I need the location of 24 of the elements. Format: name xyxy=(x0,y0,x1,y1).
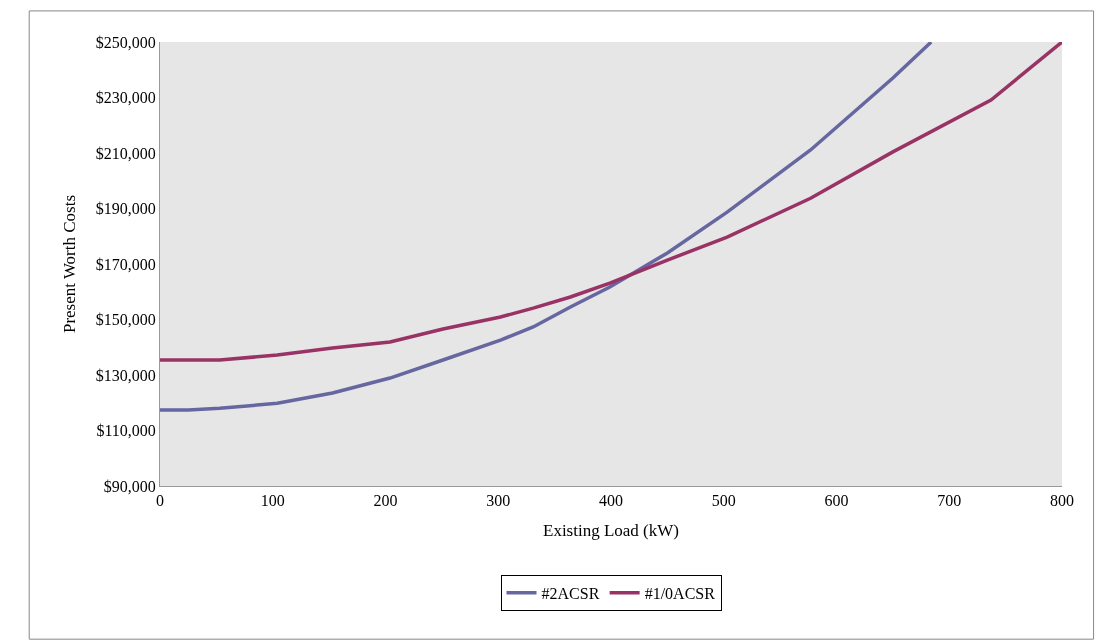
y-tick-label: $250,000 xyxy=(95,33,156,51)
x-tick-label: 100 xyxy=(260,492,285,510)
x-tick-label: 300 xyxy=(486,492,511,510)
y-axis-title: Present Worth Costs xyxy=(60,194,80,334)
x-tick-label: 500 xyxy=(711,492,736,510)
x-tick-label: 600 xyxy=(824,492,849,510)
line-series xyxy=(160,42,1062,362)
y-tick-label: $230,000 xyxy=(95,89,156,107)
legend-label: #2ACSR xyxy=(541,584,600,602)
y-tick-label: $130,000 xyxy=(95,366,156,384)
y-tick-label: $150,000 xyxy=(95,311,156,329)
x-tick-label: 0 xyxy=(156,492,164,510)
y-tick-label: $90,000 xyxy=(103,477,156,495)
x-axis-title: Existing Load (kW) xyxy=(543,520,679,540)
x-tick-label: 800 xyxy=(1050,492,1074,510)
line-series xyxy=(160,42,933,412)
y-tick-label: $170,000 xyxy=(95,255,156,273)
x-tick-label: 200 xyxy=(373,492,398,510)
x-tick-label: 400 xyxy=(599,492,623,510)
legend-label: #1/0ACSR xyxy=(644,584,716,602)
y-tick-label: $210,000 xyxy=(95,144,156,162)
y-tick-label: $190,000 xyxy=(95,200,156,218)
y-tick-label: $110,000 xyxy=(96,422,156,440)
x-tick-label: 700 xyxy=(937,492,962,510)
